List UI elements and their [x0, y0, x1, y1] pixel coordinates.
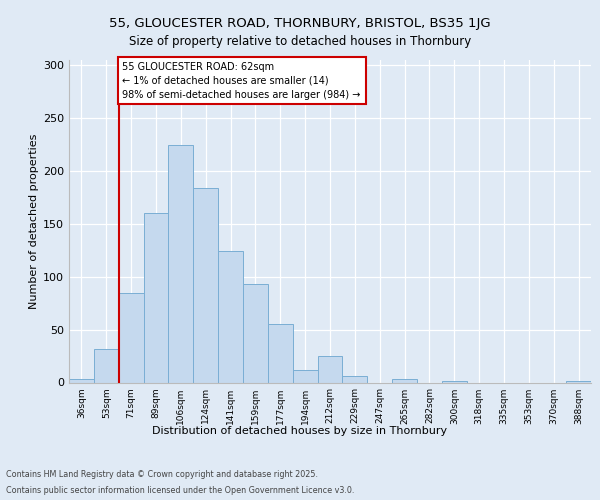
Text: Contains HM Land Registry data © Crown copyright and database right 2025.: Contains HM Land Registry data © Crown c… — [6, 470, 318, 479]
Bar — [392, 380, 417, 382]
Bar — [119, 292, 143, 382]
Text: Size of property relative to detached houses in Thornbury: Size of property relative to detached ho… — [129, 35, 471, 48]
Text: Contains public sector information licensed under the Open Government Licence v3: Contains public sector information licen… — [6, 486, 355, 495]
Bar — [169, 144, 193, 382]
Y-axis label: Number of detached properties: Number of detached properties — [29, 134, 39, 309]
Bar — [268, 324, 293, 382]
Text: 55, GLOUCESTER ROAD, THORNBURY, BRISTOL, BS35 1JG: 55, GLOUCESTER ROAD, THORNBURY, BRISTOL,… — [109, 18, 491, 30]
Bar — [143, 214, 169, 382]
Bar — [69, 380, 94, 382]
Bar — [293, 370, 317, 382]
Bar — [243, 284, 268, 382]
Bar — [193, 188, 218, 382]
Text: 55 GLOUCESTER ROAD: 62sqm
← 1% of detached houses are smaller (14)
98% of semi-d: 55 GLOUCESTER ROAD: 62sqm ← 1% of detach… — [122, 62, 361, 100]
Text: Distribution of detached houses by size in Thornbury: Distribution of detached houses by size … — [152, 426, 448, 436]
Bar — [94, 348, 119, 382]
Bar — [343, 376, 367, 382]
Bar — [218, 252, 243, 382]
Bar — [317, 356, 343, 382]
